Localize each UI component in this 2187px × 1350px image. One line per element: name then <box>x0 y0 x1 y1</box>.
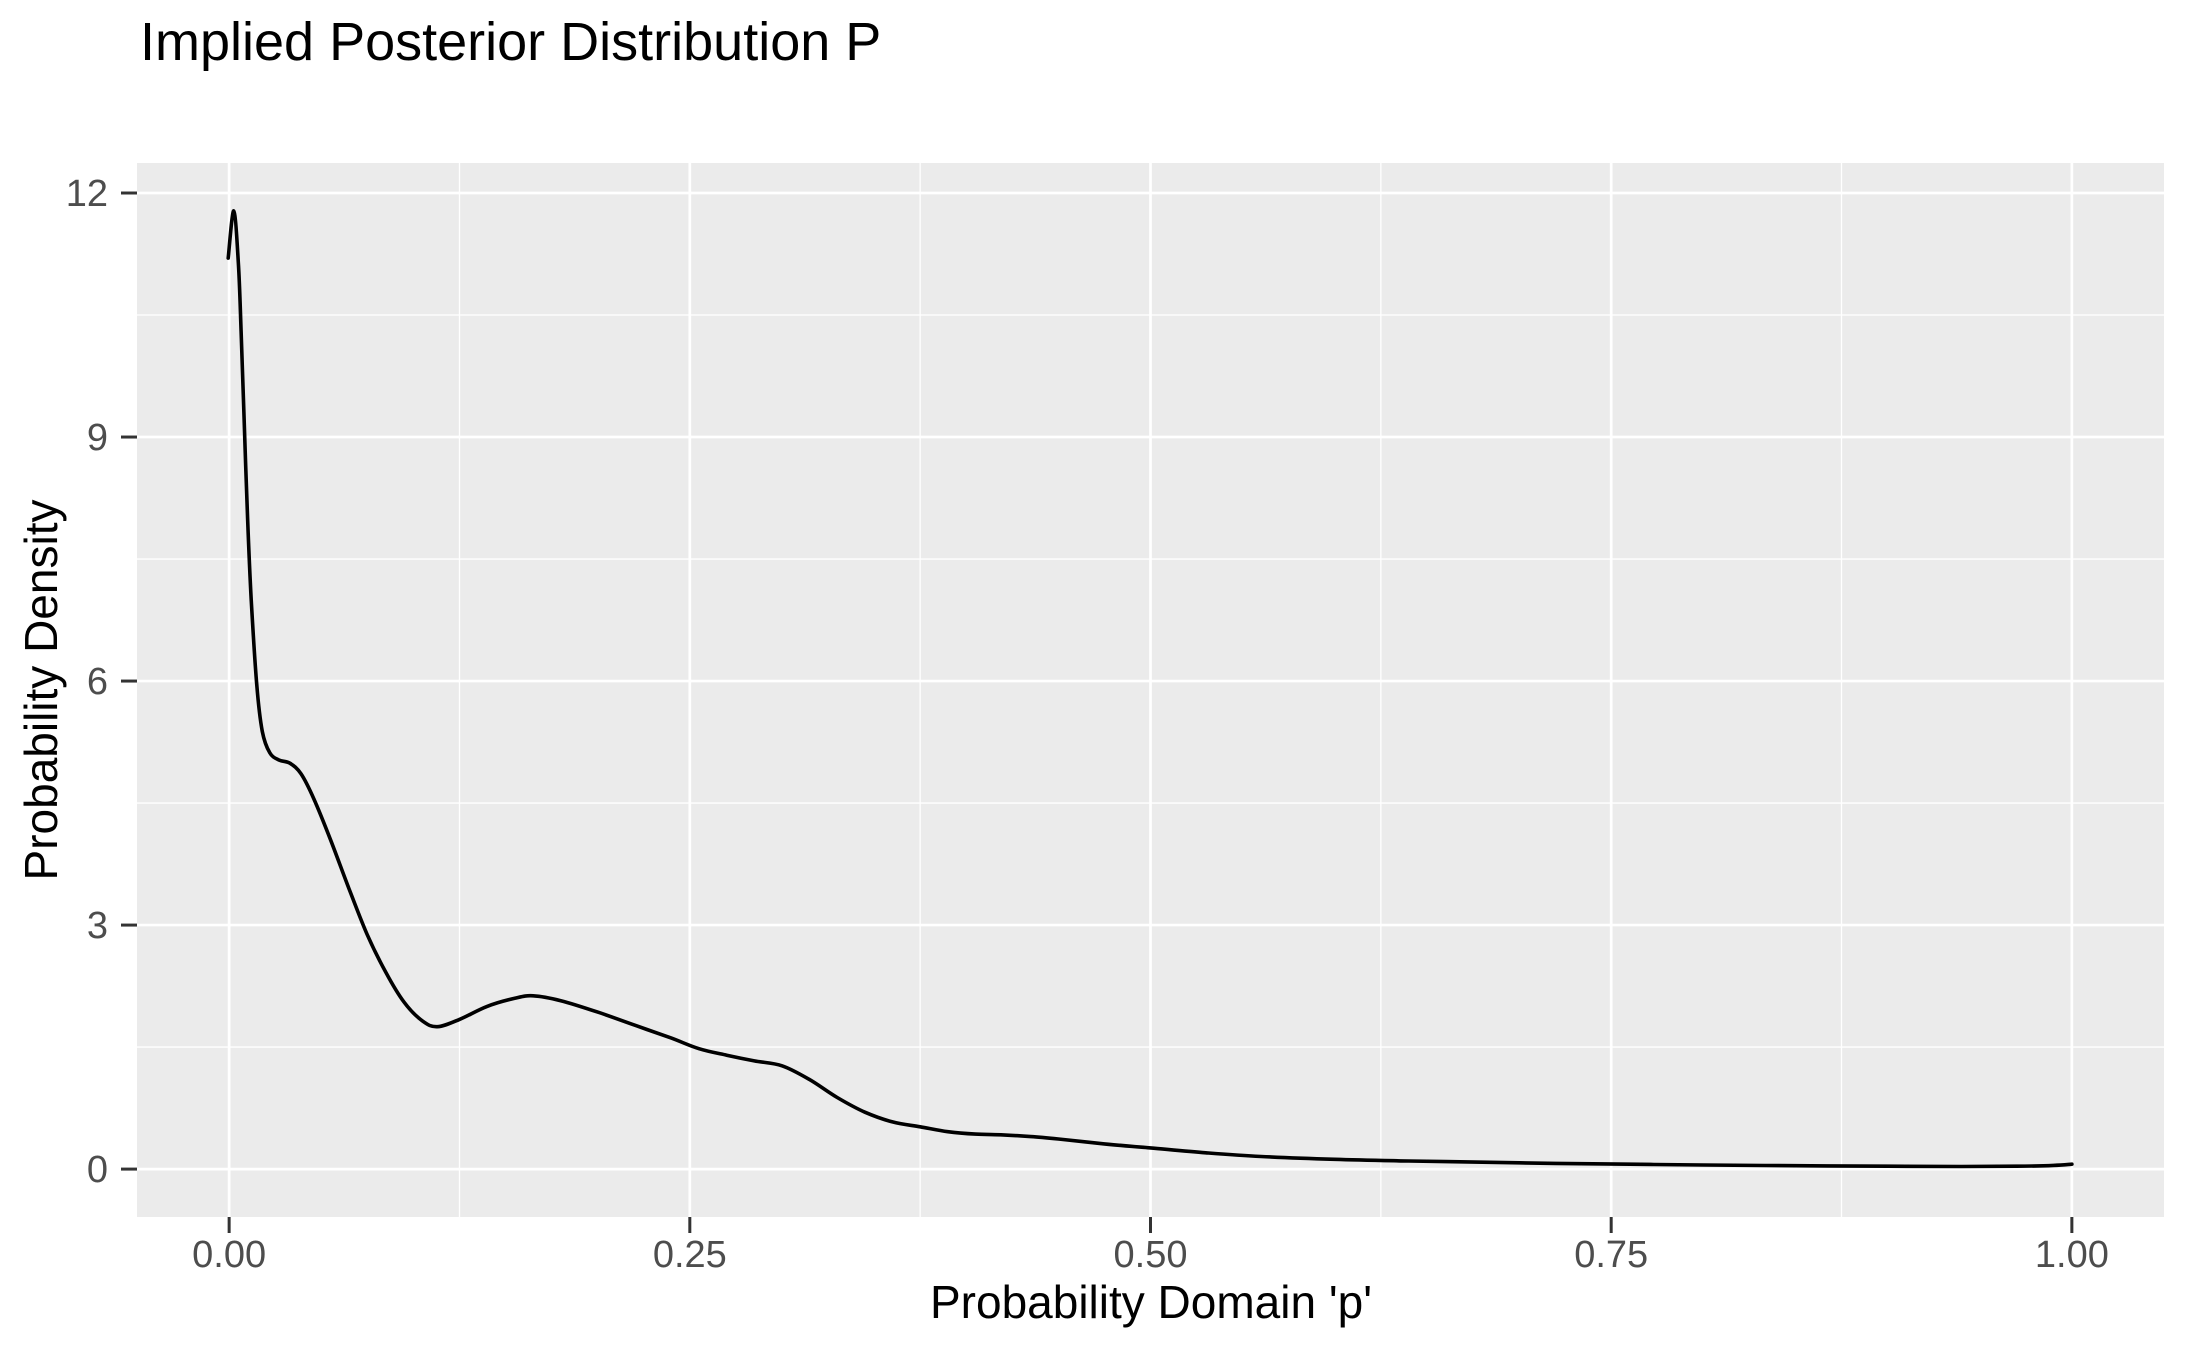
y-axis-title: Probability Density <box>15 500 67 881</box>
y-tick-label: 0 <box>87 1149 108 1191</box>
x-tick-label: 0.00 <box>192 1234 266 1276</box>
x-tick-label: 0.25 <box>653 1234 727 1276</box>
axis-tick-marks <box>121 191 2074 1233</box>
axis-tick-labels: 0.00 0.25 0.50 0.75 1.00 0 3 6 9 12 <box>66 173 2109 1276</box>
y-tick-label: 12 <box>66 173 108 215</box>
density-curve <box>226 209 2074 1169</box>
x-axis-title: Probability Domain 'p' <box>930 1276 1372 1328</box>
y-tick-label: 6 <box>87 661 108 703</box>
x-tick-label: 0.75 <box>1574 1234 1648 1276</box>
x-tick-label: 0.50 <box>1114 1234 1188 1276</box>
major-gridlines <box>137 163 2164 1217</box>
y-tick-label: 3 <box>87 905 108 947</box>
plot-title: Implied Posterior Distribution P <box>140 12 881 72</box>
y-tick-label: 9 <box>87 417 108 459</box>
x-tick-label: 1.00 <box>2035 1234 2109 1276</box>
